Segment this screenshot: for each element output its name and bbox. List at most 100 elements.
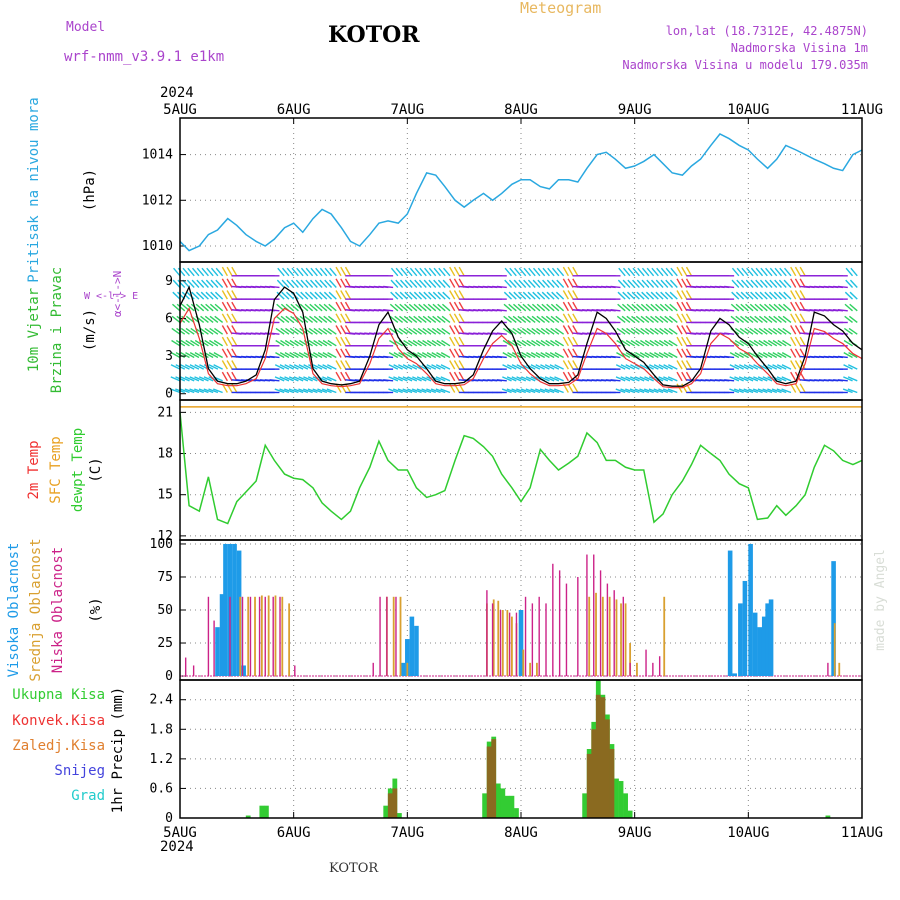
wind-barb	[531, 339, 541, 347]
wind-barb	[344, 266, 352, 277]
wind-barb	[799, 266, 806, 277]
wind-barb	[790, 371, 797, 382]
wind-barb	[572, 278, 579, 288]
wind-barb	[547, 267, 555, 277]
cloud-mid-bar	[663, 596, 666, 677]
wind-barb	[319, 291, 328, 300]
wind-barb	[280, 315, 290, 324]
cloud-mid-bar	[608, 596, 611, 677]
wind-barb	[782, 339, 792, 347]
wind-barb	[540, 352, 550, 359]
wind-barb	[269, 379, 280, 382]
wind-barb	[221, 360, 228, 370]
wind-barb	[729, 376, 740, 382]
wind-barb	[298, 376, 309, 382]
wind-barb	[327, 352, 337, 359]
wind-barb	[681, 348, 688, 358]
wind-barb	[322, 352, 332, 359]
wind-axis-label-2: Brzina i Pravac	[49, 267, 65, 393]
precip-legend-item: Grad	[71, 788, 105, 804]
wind-barb	[650, 291, 659, 300]
wind-barb	[778, 291, 787, 300]
wind-barb	[496, 309, 507, 312]
wind-barb	[610, 355, 621, 359]
wind-barb	[736, 279, 745, 288]
precip-total-bar	[259, 805, 265, 818]
wind-barb	[562, 290, 569, 300]
wind-barb	[284, 364, 294, 370]
wind-barb	[794, 278, 802, 288]
wind-barb	[634, 388, 645, 394]
wind-barb	[326, 376, 337, 382]
wind-barb	[431, 327, 441, 335]
wind-barb	[518, 279, 527, 288]
wind-barb	[191, 291, 200, 300]
wind-barb	[685, 313, 693, 323]
wind-axis-label: 10m Vjetar	[26, 288, 42, 372]
wind-barb	[741, 279, 749, 288]
wind-barb	[685, 278, 693, 288]
cloud-low-bar	[264, 596, 266, 677]
wind-barb	[848, 315, 858, 324]
wind-barb	[393, 364, 403, 370]
wind-barb	[776, 388, 787, 394]
wind-barb	[663, 364, 673, 370]
wind-barb	[176, 303, 186, 312]
wind-barb	[393, 352, 403, 359]
wind-barb	[767, 364, 778, 370]
wind-barb	[440, 364, 451, 370]
cloud-mid-bar	[392, 596, 395, 677]
wind-barb	[402, 352, 413, 359]
cloud-high-bar	[738, 603, 743, 677]
wind-barb	[644, 339, 654, 347]
cloud-high-bar	[223, 543, 228, 677]
wind-barb	[659, 327, 669, 335]
precip-tick-label: 0.6	[150, 781, 173, 796]
wind-barb	[512, 315, 522, 324]
wind-barb	[522, 315, 531, 324]
wind-barb	[764, 279, 773, 288]
cloud-mid-bar	[838, 662, 841, 677]
wind-barb	[208, 352, 219, 359]
wind-barb	[790, 266, 797, 277]
wind-barb	[170, 364, 181, 370]
wind-barb	[535, 364, 545, 370]
wind-barb	[436, 352, 446, 359]
wind-barb	[191, 279, 200, 288]
wind-barb	[676, 266, 683, 277]
wind-barb	[631, 291, 640, 300]
wind-barb	[298, 364, 309, 370]
x-tick-label-top: 10AUG	[727, 102, 769, 118]
wind-barb	[431, 339, 441, 347]
wind-barb	[527, 303, 536, 312]
wind-barb	[556, 267, 565, 277]
wind-barb	[344, 336, 352, 347]
cloud-low-bar	[606, 583, 609, 677]
wind-barb	[393, 339, 403, 347]
wind-barb	[764, 291, 773, 300]
wind-barb	[198, 388, 209, 394]
wind-barb	[763, 339, 773, 347]
wind-barb	[640, 315, 650, 324]
wind-barb	[340, 266, 347, 277]
wind-barb	[407, 352, 418, 359]
wind-barb	[649, 364, 659, 370]
wind-barb	[402, 376, 413, 382]
wind-barb	[567, 313, 574, 323]
wind-barb	[508, 291, 517, 300]
cloud-low-bar	[207, 596, 210, 677]
wind-barb	[658, 376, 669, 382]
wind-barb	[275, 327, 285, 335]
wind-barb	[514, 267, 522, 277]
wind-barb	[281, 267, 290, 277]
wind-barb	[399, 303, 408, 312]
wind-barb	[734, 376, 744, 382]
wind-barb	[184, 388, 195, 394]
wind-barb	[286, 279, 295, 288]
wind-barb	[503, 291, 513, 300]
wind-barb	[749, 303, 759, 312]
cloud-low-bar	[249, 596, 252, 677]
wind-barb	[436, 339, 446, 347]
wind-barb	[431, 364, 441, 370]
wind-barb	[621, 303, 631, 312]
